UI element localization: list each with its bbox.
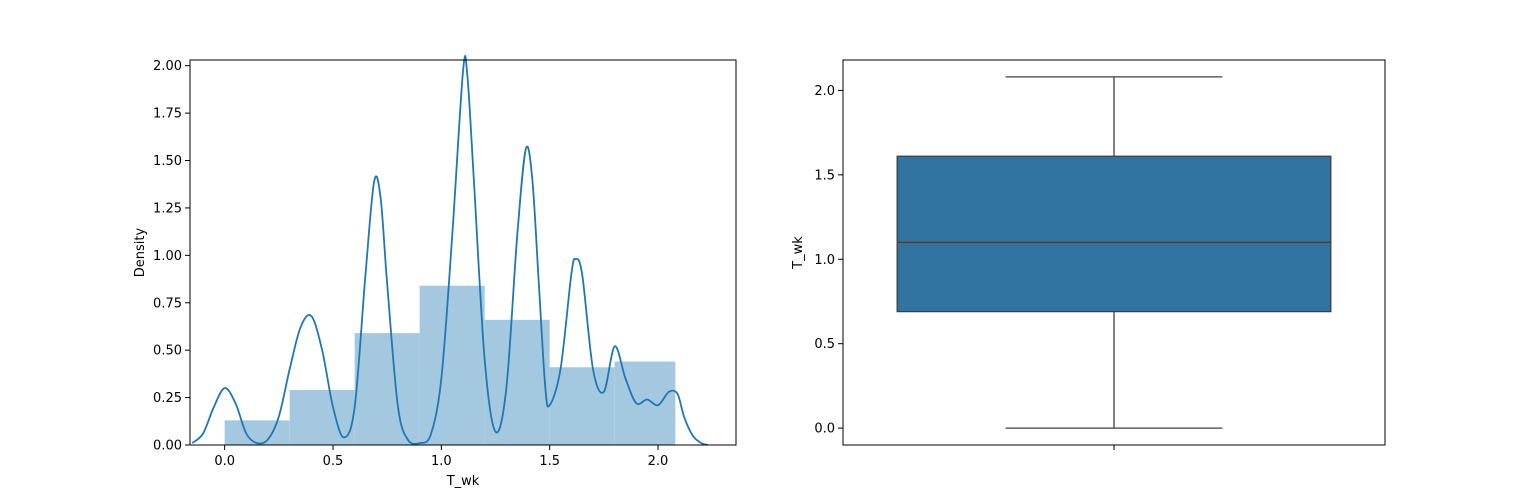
histogram-bar-2 [354, 333, 420, 445]
histogram-x-tick-label: 0.0 [214, 454, 235, 469]
histogram-plot-frame [189, 59, 737, 446]
box-y-axis-title: T_wk [791, 236, 806, 270]
histogram-y-tick-label: 0.50 [153, 344, 182, 359]
box-y-tick-label: 1.0 [814, 253, 835, 268]
histogram-chart: 0.0 0.5 1.0 1.5 2.0 0.00 0.25 0.50 0.75 1.00 1.25… [133, 55, 737, 489]
histogram-x-tick-label: 2.0 [648, 454, 669, 469]
histogram-bars [224, 285, 676, 445]
histogram-x-tick-label: 1.5 [539, 454, 560, 469]
histogram-x-axis-title: T_wk [446, 474, 480, 489]
histogram-y-tick-label: 0.25 [153, 391, 182, 406]
histogram-bar-5 [549, 367, 615, 445]
histogram-x-ticks: 0.0 0.5 1.0 1.5 2.0 [214, 445, 668, 469]
histogram-bar-3 [419, 285, 485, 445]
histogram-y-tick-label: 1.75 [153, 107, 182, 122]
box-y-ticks: 0.0 0.5 1.0 1.5 2.0 [814, 84, 843, 437]
histogram-y-tick-label: 1.00 [153, 249, 182, 264]
histogram-y-tick-label: 1.25 [153, 201, 182, 216]
box-plot-chart: 0.0 0.5 1.0 1.5 2.0 T_wk [791, 59, 1386, 450]
histogram-y-tick-label: 2.00 [153, 59, 182, 74]
histogram-bar-4 [484, 319, 550, 445]
histogram-y-ticks: 0.00 0.25 0.50 0.75 1.00 1.25 1.50 1.75 2.00 [153, 59, 190, 454]
box-iqr-rect [896, 155, 1332, 313]
histogram-y-axis-title: Density [133, 227, 148, 277]
histogram-bar-1 [289, 390, 355, 445]
box-y-tick-label: 1.5 [814, 168, 835, 183]
histogram-bar-0 [224, 420, 290, 445]
histogram-x-tick-label: 0.5 [323, 454, 344, 469]
histogram-y-tick-label: 0.75 [153, 296, 182, 311]
box-y-tick-label: 0.5 [814, 337, 835, 352]
kde-line [191, 55, 709, 446]
box-y-tick-label: 2.0 [814, 84, 835, 99]
box-y-tick-label: 0.0 [814, 422, 835, 437]
histogram-y-tick-label: 1.50 [153, 154, 182, 169]
histogram-x-tick-label: 1.0 [431, 454, 452, 469]
histogram-y-tick-label: 0.00 [153, 439, 182, 454]
